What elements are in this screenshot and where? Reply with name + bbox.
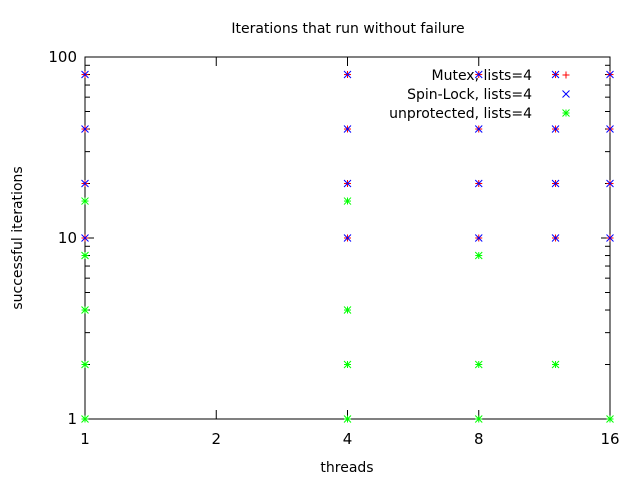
y-tick-label: 100	[48, 48, 77, 66]
data-point	[474, 125, 483, 133]
y-axis-label: successful iterations	[10, 166, 26, 309]
data-point	[81, 125, 89, 133]
legend-marker	[562, 90, 570, 98]
data-point	[551, 70, 560, 79]
data-point	[606, 179, 614, 188]
legend-label: Spin-Lock, lists=4	[407, 87, 532, 103]
series-1	[81, 71, 614, 242]
data-point	[474, 415, 483, 423]
x-tick-label: 16	[600, 430, 619, 448]
data-point	[343, 234, 352, 242]
series-2	[81, 70, 614, 242]
data-point	[81, 197, 89, 205]
data-point	[343, 197, 352, 205]
data-point	[343, 70, 352, 79]
y-tick-label: 10	[58, 229, 77, 247]
data-point	[81, 306, 89, 314]
data-point	[606, 234, 614, 242]
data-point	[474, 179, 483, 188]
series-3	[81, 197, 614, 423]
legend-marker	[562, 71, 570, 79]
data-point	[81, 360, 89, 369]
data-point	[606, 70, 614, 79]
legend: Mutex, lists=4 Spin-Lock, lists=4 unprotec…	[389, 68, 570, 122]
x-tick-label: 8	[474, 430, 484, 448]
x-tick-label: 4	[343, 430, 353, 448]
data-point	[606, 415, 614, 423]
data-point	[606, 125, 614, 133]
data-point	[343, 360, 352, 369]
data-point	[81, 179, 89, 188]
y-tick-label: 1	[67, 410, 77, 428]
data-point	[551, 360, 560, 369]
data-point	[551, 234, 560, 242]
legend-label: unprotected, lists=4	[389, 106, 532, 122]
data-point	[81, 70, 89, 79]
legend-marker	[562, 109, 570, 117]
x-axis-label: threads	[320, 460, 373, 476]
data-point	[81, 234, 89, 242]
data-point	[343, 179, 352, 188]
x-tick-label: 2	[211, 430, 221, 448]
tick-labels: 1 2 4 8 16 1 10 100	[48, 48, 619, 448]
data-points	[81, 70, 614, 423]
data-point	[474, 360, 483, 369]
data-point	[343, 125, 352, 133]
data-point	[474, 234, 483, 242]
legend-label: Mutex, lists=4	[432, 68, 533, 84]
x-tick-label: 1	[80, 430, 90, 448]
data-point	[343, 415, 352, 423]
data-point	[81, 415, 89, 423]
data-point	[474, 70, 483, 79]
data-point	[343, 306, 352, 314]
data-point	[551, 179, 560, 188]
data-point	[551, 125, 560, 133]
data-point	[474, 251, 483, 260]
data-point	[81, 251, 89, 260]
chart-title: Iterations that run without failure	[231, 21, 464, 37]
